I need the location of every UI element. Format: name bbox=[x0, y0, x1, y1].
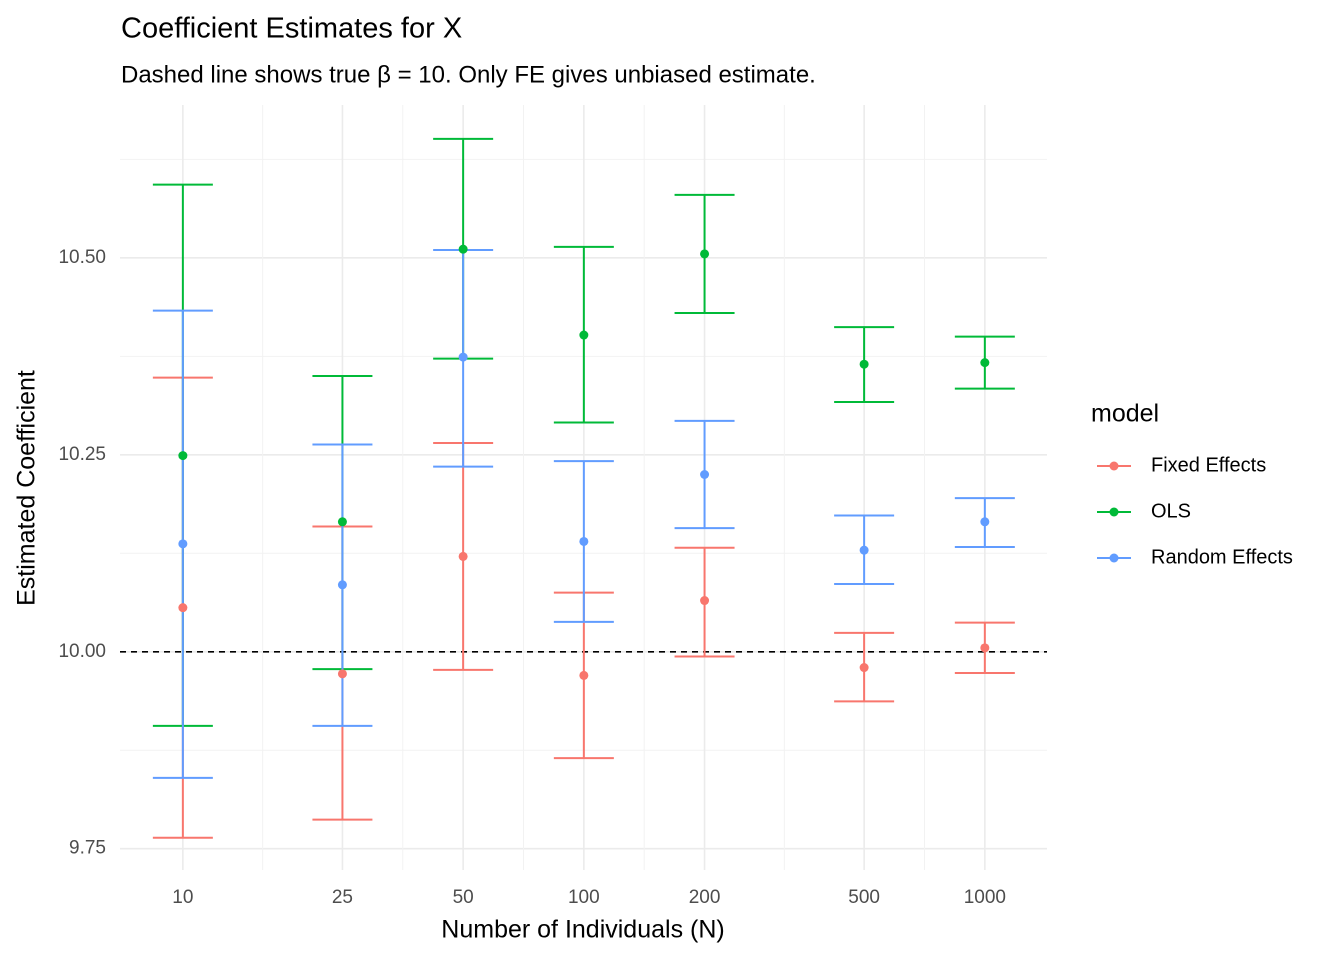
legend-key-point bbox=[1109, 461, 1119, 471]
y-tick-label: 10.50 bbox=[58, 247, 106, 268]
point bbox=[980, 358, 990, 368]
y-tick-label: 10.00 bbox=[58, 641, 106, 662]
point bbox=[178, 603, 188, 613]
x-tick-label: 500 bbox=[848, 887, 880, 908]
legend-label: Random Effects bbox=[1151, 546, 1293, 568]
point bbox=[458, 352, 468, 362]
chart-title: Coefficient Estimates for X bbox=[121, 13, 462, 45]
x-tick-label: 25 bbox=[332, 887, 353, 908]
chart-subtitle: Dashed line shows true β = 10. Only FE g… bbox=[121, 61, 816, 88]
legend-label: Fixed Effects bbox=[1151, 454, 1266, 476]
x-tick-label: 1000 bbox=[964, 887, 1006, 908]
x-axis-title: Number of Individuals (N) bbox=[441, 916, 724, 944]
point bbox=[700, 596, 710, 606]
point bbox=[579, 670, 589, 680]
legend-key-point bbox=[1109, 507, 1119, 517]
point bbox=[579, 536, 589, 546]
legend-title: model bbox=[1091, 400, 1159, 428]
point bbox=[700, 470, 710, 480]
y-tick-label: 10.25 bbox=[58, 444, 106, 465]
point bbox=[458, 244, 468, 254]
point bbox=[337, 580, 347, 590]
point bbox=[859, 359, 869, 369]
point bbox=[458, 551, 468, 561]
legend-label: OLS bbox=[1151, 500, 1191, 522]
point bbox=[337, 517, 347, 527]
point bbox=[859, 663, 869, 673]
point bbox=[700, 249, 710, 259]
y-axis-title: Estimated Coefficient bbox=[13, 370, 41, 606]
point bbox=[178, 539, 188, 549]
x-tick-label: 100 bbox=[568, 887, 600, 908]
x-tick-label: 50 bbox=[453, 887, 474, 908]
point bbox=[579, 330, 589, 340]
legend-key-point bbox=[1109, 553, 1119, 563]
y-tick-label: 9.75 bbox=[69, 838, 106, 859]
x-tick-label: 10 bbox=[172, 887, 193, 908]
point bbox=[980, 643, 990, 653]
x-tick-label: 200 bbox=[689, 887, 721, 908]
point bbox=[980, 517, 990, 527]
point bbox=[337, 669, 347, 679]
point bbox=[859, 545, 869, 555]
point bbox=[178, 451, 188, 461]
